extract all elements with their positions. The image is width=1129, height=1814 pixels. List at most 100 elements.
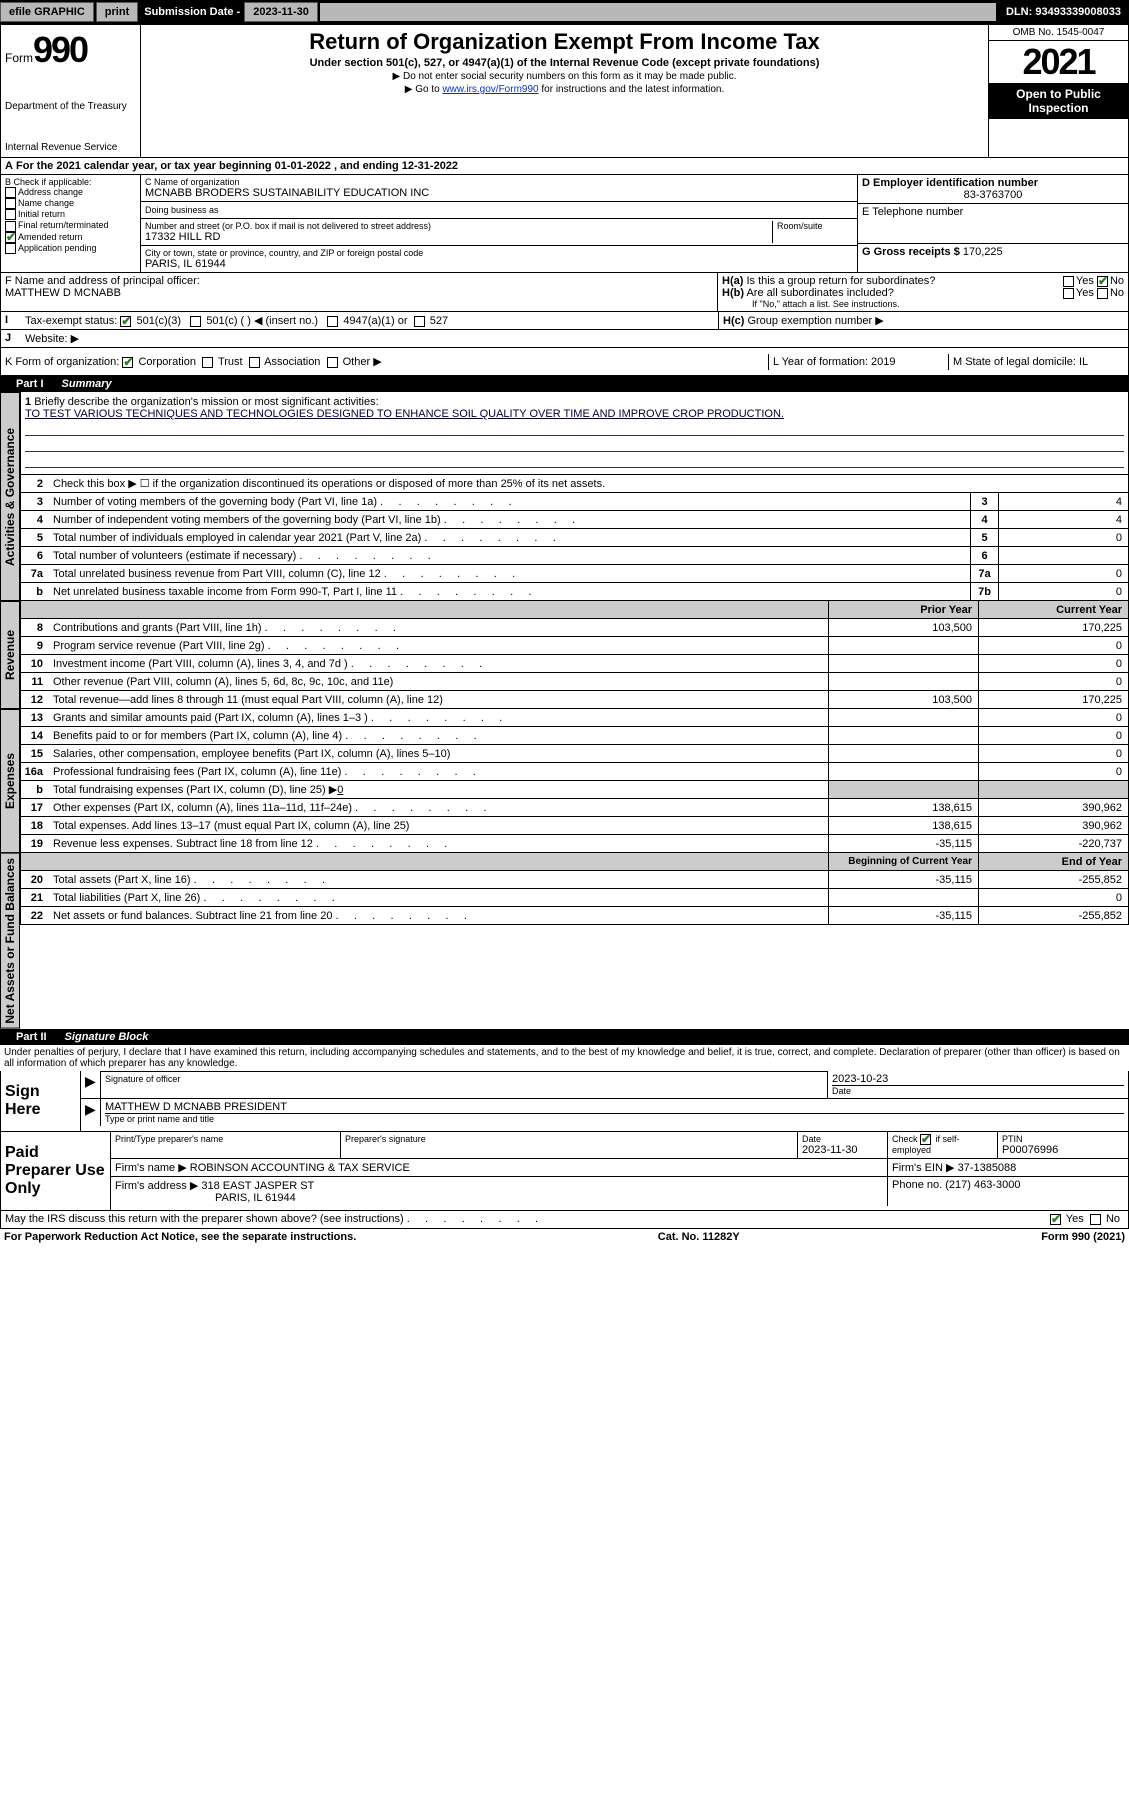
no-label: No [1110, 275, 1124, 287]
exp-section: Expenses 13Grants and similar amounts pa… [0, 709, 1129, 853]
b-item-5: Application pending [18, 243, 97, 253]
l9: Program service revenue (Part VIII, line… [49, 638, 828, 654]
ha-no[interactable] [1097, 276, 1108, 287]
note2-post: for instructions and the latest informat… [539, 84, 725, 95]
j-row: J Website: ▶ [0, 330, 1129, 348]
line-a: A For the 2021 calendar year, or tax yea… [0, 158, 1129, 175]
ha-yes[interactable] [1063, 276, 1074, 287]
hb-text: Are all subordinates included? [746, 287, 893, 299]
city-label: City or town, state or province, country… [145, 248, 853, 258]
prep-date: 2023-11-30 [802, 1144, 883, 1156]
footer-left: For Paperwork Reduction Act Notice, see … [4, 1231, 356, 1243]
b-item-0: Address change [18, 187, 83, 197]
rev-section: Revenue Prior YearCurrent Year 8Contribu… [0, 601, 1129, 709]
l16a: Professional fundraising fees (Part IX, … [49, 764, 828, 780]
section-c: C Name of organization MCNABB BRODERS SU… [141, 175, 858, 272]
part1-bar: Part I Summary [0, 376, 1129, 392]
no3: No [1106, 1213, 1120, 1225]
sig-date-label: Date [832, 1085, 1124, 1096]
d-label: D Employer identification number [862, 177, 1124, 189]
cb-amended[interactable] [5, 232, 16, 243]
part1-title: Summary [54, 378, 112, 390]
discuss-row: May the IRS discuss this return with the… [0, 1211, 1129, 1229]
open-inspection: Open to Public Inspection [989, 83, 1128, 119]
page-title: Return of Organization Exempt From Incom… [145, 29, 984, 55]
l21c: 0 [978, 889, 1128, 906]
firm-addr2: PARIS, IL 61944 [115, 1192, 296, 1204]
curr-hdr: Current Year [978, 601, 1128, 618]
l18p: 138,615 [828, 817, 978, 834]
irs-link[interactable]: www.irs.gov/Form990 [442, 84, 538, 95]
hb-yes[interactable] [1063, 288, 1074, 299]
opt-527: 527 [430, 315, 448, 327]
cb-assoc[interactable] [249, 357, 260, 368]
l3-val: 4 [998, 493, 1128, 510]
l9p [828, 637, 978, 654]
dept: Department of the Treasury [5, 101, 136, 112]
form-word: Form [5, 51, 33, 65]
discuss-text: May the IRS discuss this return with the… [1, 1211, 968, 1227]
k-label: K Form of organization: [5, 356, 119, 368]
print-btn[interactable]: print [96, 2, 138, 22]
cb-pending[interactable] [5, 243, 16, 254]
l12: Total revenue—add lines 8 through 11 (mu… [49, 692, 828, 708]
cb-initial[interactable] [5, 209, 16, 220]
officer-title: MATTHEW D MCNABB PRESIDENT [105, 1101, 1124, 1114]
efile-btn[interactable]: efile GRAPHIC [0, 2, 94, 22]
firm-ein: 37-1385088 [958, 1162, 1017, 1174]
f-label: F Name and address of principal officer: [5, 275, 713, 287]
b-item-2: Initial return [18, 209, 65, 219]
fh-row: F Name and address of principal officer:… [0, 273, 1129, 312]
cb-name[interactable] [5, 198, 16, 209]
section-b: B Check if applicable: Address change Na… [1, 175, 141, 272]
cb-4947[interactable] [327, 316, 338, 327]
opt-4947: 4947(a)(1) or [343, 315, 407, 327]
l14: Benefits paid to or for members (Part IX… [49, 728, 828, 744]
ha: H(a) Is this a group return for subordin… [722, 275, 1124, 287]
phone: (217) 463-3000 [945, 1179, 1020, 1191]
cb-addr[interactable] [5, 187, 16, 198]
l19p: -35,115 [828, 835, 978, 852]
mission-text: TO TEST VARIOUS TECHNIQUES AND TECHNOLOG… [25, 408, 784, 420]
note-2: ▶ Go to www.irs.gov/Form990 for instruct… [145, 84, 984, 95]
submission-label: Submission Date - [140, 6, 244, 18]
l13c: 0 [978, 709, 1128, 726]
l15p [828, 745, 978, 762]
penalty-text: Under penalties of perjury, I declare th… [0, 1045, 1129, 1071]
hb: H(b) Are all subordinates included? Yes … [722, 287, 1124, 299]
part2-title: Signature Block [57, 1031, 149, 1043]
type-label: Type or print name and title [105, 1114, 1124, 1124]
firm-name: ROBINSON ACCOUNTING & TAX SERVICE [190, 1162, 410, 1174]
l17p: 138,615 [828, 799, 978, 816]
l18: Total expenses. Add lines 13–17 (must eq… [49, 818, 828, 834]
l4-val: 4 [998, 511, 1128, 528]
discuss-no[interactable] [1090, 1214, 1101, 1225]
arrow-icon: ▶ [85, 1073, 96, 1089]
l13: Grants and similar amounts paid (Part IX… [49, 710, 828, 726]
discuss-yes[interactable] [1050, 1214, 1061, 1225]
cb-501c3[interactable] [120, 316, 131, 327]
l12c: 170,225 [978, 691, 1128, 708]
gov-section: Activities & Governance 1 Briefly descri… [0, 392, 1129, 601]
cb-corp[interactable] [122, 357, 133, 368]
street-label: Number and street (or P.O. box if mail i… [145, 221, 772, 231]
l19: Revenue less expenses. Subtract line 18 … [49, 836, 828, 852]
sidebar-rev: Revenue [0, 601, 20, 709]
year-formed: 2019 [871, 356, 895, 368]
cb-527[interactable] [414, 316, 425, 327]
tax-year: 2021 [989, 41, 1128, 83]
cb-other[interactable] [327, 357, 338, 368]
cb-self-emp[interactable] [920, 1134, 931, 1145]
l8p: 103,500 [828, 619, 978, 636]
hb-no[interactable] [1097, 288, 1108, 299]
l16ap [828, 763, 978, 780]
check-self: Check if self-employed [892, 1134, 993, 1155]
l9c: 0 [978, 637, 1128, 654]
cb-trust[interactable] [202, 357, 213, 368]
ha-text: Is this a group return for subordinates? [746, 275, 935, 287]
officer-name: MATTHEW D MCNABB [5, 287, 713, 299]
paid-label: Paid Preparer Use Only [1, 1132, 111, 1210]
room-label: Room/suite [773, 221, 853, 243]
cb-501c[interactable] [190, 316, 201, 327]
prep-date-label: Date [802, 1134, 883, 1144]
